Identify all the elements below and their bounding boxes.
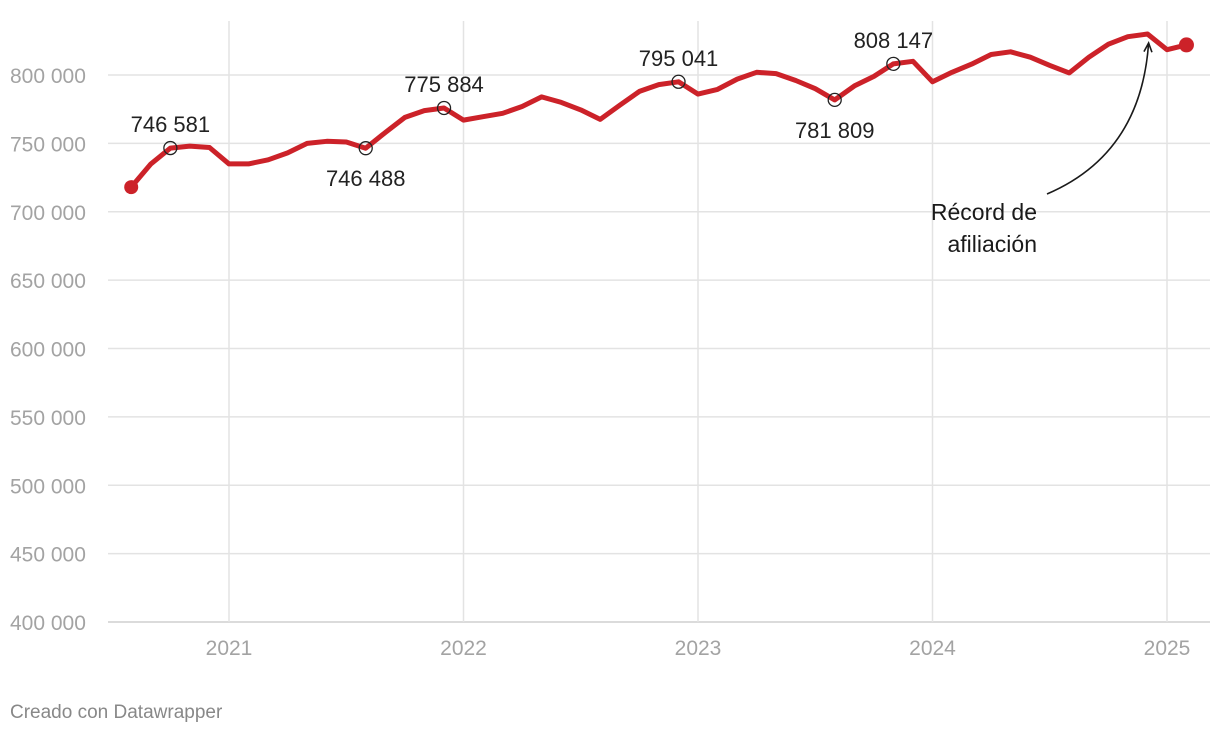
data-label: 781 809: [795, 118, 875, 143]
data-label-marker: [163, 140, 178, 156]
x-tick-label: 2023: [675, 637, 722, 660]
data-label-marker: [671, 74, 686, 89]
x-tick-label: 2022: [440, 637, 487, 660]
data-labels: 746 581 746 488 775 884 795 041 781 809 808 1…: [131, 28, 933, 191]
y-tick-label: 400 000: [10, 612, 86, 635]
x-tick-label: 2025: [1144, 637, 1191, 660]
y-tick-label: 600 000: [10, 339, 86, 362]
footer-credit: Creado con Datawrapper: [10, 702, 223, 723]
series-end-point: [1178, 37, 1194, 53]
annotation: Récord de afiliación: [931, 41, 1153, 257]
annotation-text-line: Récord de: [931, 199, 1037, 225]
annotation-arrow: [1046, 41, 1153, 195]
data-label: 795 041: [639, 46, 719, 71]
data-label: 775 884: [404, 72, 484, 97]
y-tick-label: 450 000: [10, 544, 86, 567]
data-label-marker: [886, 56, 901, 72]
data-label: 746 488: [326, 166, 406, 191]
x-tick-label: 2024: [909, 637, 956, 660]
data-label-marker: [827, 92, 842, 108]
line-chart: 400 000 450 000 500 000 550 000 600 000 650 0…: [10, 21, 1210, 660]
annotation-text-line: afiliación: [948, 231, 1038, 257]
y-tick-label: 800 000: [10, 65, 86, 88]
y-tick-label: 700 000: [10, 202, 86, 225]
y-tick-label: 500 000: [10, 475, 86, 498]
y-tick-label: 750 000: [10, 133, 86, 156]
y-tick-label: 550 000: [10, 407, 86, 430]
series-start-point: [124, 180, 139, 195]
x-tick-label: 2021: [206, 637, 253, 660]
series: [124, 31, 1194, 195]
data-label-marker: [436, 100, 452, 116]
grid: [108, 21, 1210, 623]
data-label: 808 147: [854, 28, 934, 53]
data-label-marker: [358, 141, 373, 156]
data-label: 746 581: [131, 112, 211, 137]
axes: 400 000 450 000 500 000 550 000 600 000 650 0…: [10, 65, 1190, 660]
y-tick-label: 650 000: [10, 270, 86, 293]
series-line: [128, 31, 1189, 190]
